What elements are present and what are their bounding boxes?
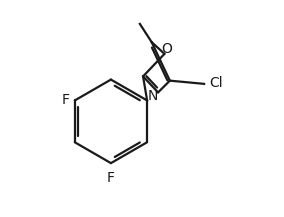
Text: N: N xyxy=(147,89,158,103)
Text: O: O xyxy=(161,41,172,56)
Text: F: F xyxy=(107,171,115,185)
Text: F: F xyxy=(61,94,69,107)
Text: Cl: Cl xyxy=(210,76,223,90)
